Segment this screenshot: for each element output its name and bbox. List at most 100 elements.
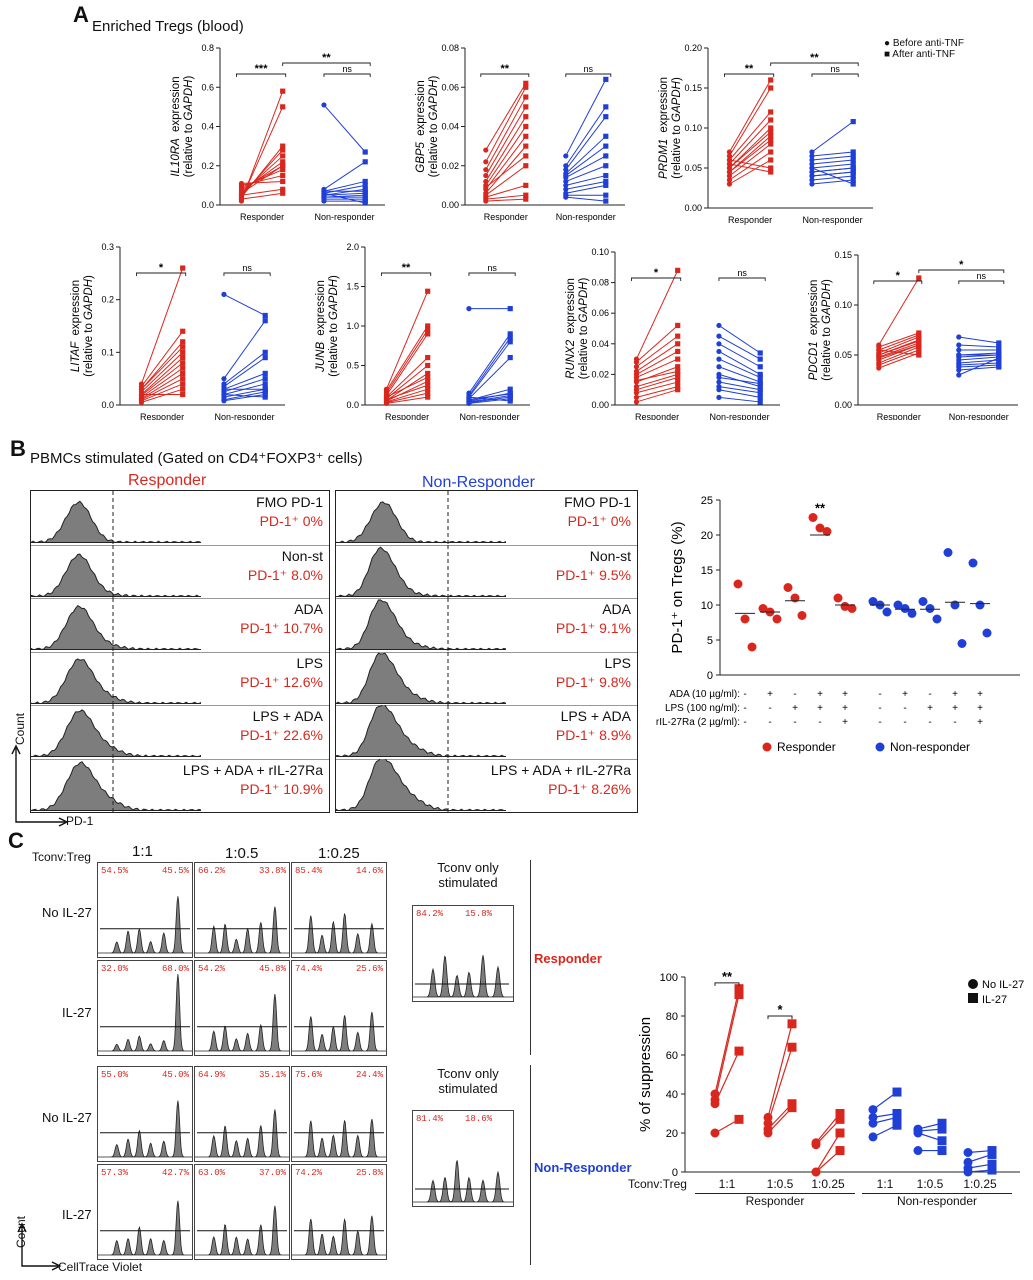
responder-point: [808, 513, 818, 522]
nonresponder-before-point: [221, 386, 227, 392]
responder-pair-line: [636, 373, 678, 388]
responder-before-point: [383, 400, 390, 407]
y-axis-title-part: (relative to: [578, 322, 590, 379]
nonresponder-before-point: [563, 182, 569, 188]
responder-pair-line: [386, 396, 428, 404]
responder-after-point: [916, 334, 922, 340]
responder-after-point: [280, 190, 286, 196]
nonresponder-pair-line: [468, 393, 511, 400]
nonresponder-pair-line: [811, 175, 854, 181]
pd1-percent: PD-1⁺ 8.26%: [548, 780, 631, 797]
sig-label: ns: [242, 263, 252, 273]
responder-point: [790, 593, 800, 603]
sig-label: **: [745, 63, 754, 75]
sig-label: ns: [487, 263, 497, 273]
responder-after-point: [280, 178, 286, 185]
condition-label: LPS: [604, 654, 631, 671]
condition-mark: +: [817, 689, 823, 700]
y-tick-label: 0.02: [591, 369, 609, 379]
divided-percent: 74.4%: [295, 964, 323, 974]
responder-pair-line: [386, 357, 429, 398]
responder-pair-line: [714, 1050, 740, 1104]
condition-label: LPS: [296, 654, 323, 671]
condition-mark: -: [743, 689, 746, 700]
responder-after-point: [425, 394, 431, 400]
histogram-plot: [31, 598, 201, 652]
responder-after-point: [180, 344, 186, 350]
gene-name: PRDM1: [658, 139, 670, 179]
histogram-label: LPS + ADA PD-1⁺ 8.9%: [556, 707, 631, 745]
condition-label: Non-st: [281, 547, 323, 564]
responder-point: [822, 527, 832, 536]
undivided-percent: 68.0%: [161, 964, 189, 974]
y-tick-label: 25: [701, 495, 713, 507]
responder-before-point: [238, 196, 245, 202]
x-tick-label: Non-responder: [949, 412, 1009, 420]
y-axis-title-part: GAPDH: [671, 80, 683, 122]
y-tick-label: 0.4: [201, 122, 214, 132]
nonresponder-pair-line: [718, 343, 761, 368]
y-tick-label: 0.05: [834, 350, 852, 360]
histogram-row-5: LPS + ADA + rIL-27Ra PD-1⁺ 8.26%: [336, 758, 637, 812]
nonresponder-pair-line: [718, 358, 761, 378]
condition-mark: +: [952, 703, 958, 714]
histogram-shape: [31, 709, 201, 758]
responder-point: [783, 583, 793, 592]
nonresponder-before-point: [563, 178, 569, 185]
y-axis-title-part: (relative to: [428, 120, 440, 177]
responder-after-point: [523, 153, 529, 159]
nonresponder-point: [943, 548, 953, 557]
histogram-shape: [195, 993, 289, 1052]
responder-header: Responder: [128, 472, 207, 489]
gene-name: LITAF: [70, 341, 82, 372]
x-tick-label: Responder: [385, 412, 429, 420]
chart-GBP5: 0.00 0.02 0.04 0.06 0.08 GBP5 expression(rela…: [415, 43, 625, 222]
histogram-row-0: FMO PD-1 PD-1⁺ 0%: [31, 491, 329, 546]
cytometry-plot: 32.0% 68.0%: [97, 960, 193, 1056]
histogram-shape: [98, 1100, 192, 1158]
responder-pair-line: [636, 386, 678, 398]
responder-pair-line: [141, 378, 183, 401]
responder-after-point: [675, 371, 681, 377]
nonresponder-pair-line: [223, 372, 266, 390]
y-axis-title-part: ): [183, 76, 195, 80]
responder-after-point: [916, 275, 922, 281]
responder-after-point: [180, 360, 186, 366]
histogram-label: ADA PD-1⁺ 10.7%: [240, 600, 323, 638]
histogram-row-4: LPS + ADA PD-1⁺ 8.9%: [336, 705, 637, 760]
responder-il27-point: [734, 984, 744, 994]
sig-label: *: [777, 1002, 783, 1017]
responder-pair-line: [485, 96, 527, 170]
responder-after-point: [425, 378, 431, 384]
responder-pair-line: [386, 388, 428, 403]
nonresponder-after-point: [757, 356, 763, 362]
nonresponder-before-point: [716, 356, 722, 362]
row-label-no-il27-resp: No IL-27: [42, 905, 92, 920]
responder-after-point: [768, 133, 774, 139]
responder-pair-line: [636, 376, 678, 391]
y-tick-label: 20: [666, 1128, 678, 1140]
responder-after-point: [180, 386, 186, 392]
y-tick-label: 0.0: [201, 200, 214, 210]
sig-bracket: [770, 62, 859, 66]
histogram-label: LPS + ADA + rIL-27Ra PD-1⁺ 8.26%: [491, 761, 631, 799]
responder-after-point: [675, 267, 681, 273]
cytometry-histogram: [195, 1205, 289, 1256]
histogram-plot: [31, 651, 201, 705]
responder-pair-line: [141, 357, 184, 395]
cytometry-plot: 64.9% 35.1%: [194, 1066, 290, 1162]
x-tick-label: 1:0.25: [963, 1177, 997, 1191]
histogram-shape: [292, 1215, 386, 1256]
y-tick-label: 0.04: [591, 339, 609, 349]
responder-after-point: [280, 147, 286, 153]
responder-after-point: [425, 323, 431, 329]
nonresponder-before-point: [563, 167, 569, 173]
histogram-row-3: LPS PD-1⁺ 12.6%: [31, 651, 329, 706]
responder-after-point: [523, 80, 529, 86]
responder-after-point: [425, 374, 431, 380]
responder-pair-line: [767, 1023, 793, 1118]
responder-after-point: [523, 84, 529, 90]
responder-after-point: [523, 114, 529, 120]
responder-pair-line: [878, 344, 919, 359]
responder-pair-line: [485, 194, 526, 200]
